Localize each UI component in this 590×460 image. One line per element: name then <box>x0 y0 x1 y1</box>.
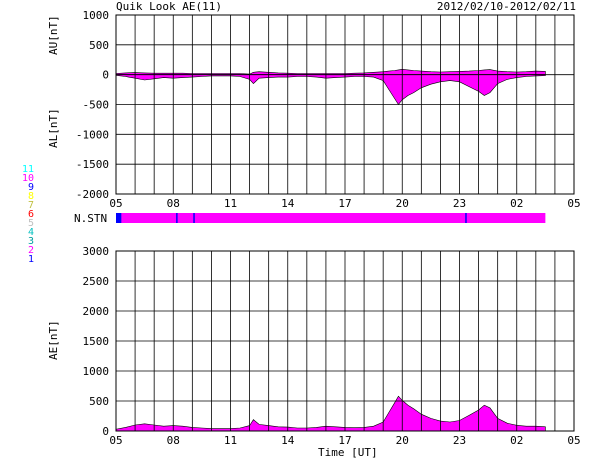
x-tick-label: 17 <box>338 197 351 210</box>
al-axis-label: AL[nT] <box>47 108 60 148</box>
station-count-9: 9 <box>27 182 34 193</box>
y-tick-label: 0 <box>102 425 109 438</box>
station-count-8: 8 <box>27 191 34 202</box>
station-bar-fill <box>116 213 546 223</box>
y-tick-label: -2000 <box>76 188 109 201</box>
series-area-0 <box>115 395 546 432</box>
station-drop-marker <box>465 213 467 223</box>
station-drop-marker <box>116 213 120 223</box>
x-tick-label: 23 <box>453 434 466 447</box>
x-tick-label: 14 <box>281 197 295 210</box>
y-tick-label: 3000 <box>83 245 110 258</box>
x-tick-label: 02 <box>510 197 523 210</box>
ae-axis-label: AE[nT] <box>47 320 60 360</box>
y-tick-label: 1000 <box>83 365 110 378</box>
station-bar <box>116 213 546 223</box>
y-tick-label: -500 <box>83 99 110 112</box>
x-tick-label: 20 <box>396 434 409 447</box>
y-tick-label: -1500 <box>76 158 109 171</box>
x-axis-label: Time [UT] <box>318 446 378 459</box>
x-tick-label: 02 <box>510 434 523 447</box>
series-area-1 <box>115 74 546 106</box>
station-count-10: 10 <box>21 173 34 184</box>
x-tick-label: 08 <box>167 197 180 210</box>
y-tick-label: 1500 <box>83 335 110 348</box>
station-drop-marker <box>119 213 122 223</box>
x-tick-label: 20 <box>396 197 409 210</box>
x-tick-label: 11 <box>224 197 237 210</box>
x-tick-label: 14 <box>281 434 295 447</box>
x-tick-label: 05 <box>567 434 580 447</box>
station-count-2: 2 <box>27 245 34 256</box>
station-bar-label: N.STN <box>74 212 108 225</box>
x-tick-label: 05 <box>567 197 580 210</box>
station-count-1: 1 <box>27 254 34 265</box>
y-tick-label: 2500 <box>83 275 110 288</box>
au-axis-label: AU[nT] <box>47 15 60 55</box>
series-area-0 <box>115 68 546 75</box>
chart-title: Quik Look AE(11) <box>116 0 222 13</box>
station-count-3: 3 <box>27 236 34 247</box>
y-tick-label: 500 <box>89 39 109 52</box>
station-drop-marker <box>193 213 195 223</box>
station-count-4: 4 <box>27 227 34 238</box>
station-count-legend: 11 10 9 8 7 6 5 4 3 2 1 <box>20 164 34 265</box>
date-range: 2012/02/10-2012/02/11 <box>436 0 576 13</box>
y-tick-label: -1000 <box>76 128 109 141</box>
x-tick-label: 08 <box>167 434 180 447</box>
plot-frame <box>115 14 575 195</box>
x-tick-label: 05 <box>109 434 122 447</box>
station-count-11: 11 <box>21 164 34 175</box>
station-count-7: 7 <box>27 200 34 211</box>
y-tick-label: 2000 <box>83 305 110 318</box>
x-tick-label: 05 <box>109 197 122 210</box>
plot-frame <box>115 250 575 432</box>
y-tick-label: 500 <box>89 395 109 408</box>
station-count-5: 5 <box>27 218 34 229</box>
y-tick-label: 1000 <box>83 9 110 22</box>
x-tick-label: 17 <box>338 434 351 447</box>
x-tick-label: 23 <box>453 197 466 210</box>
x-tick-label: 11 <box>224 434 237 447</box>
station-drop-marker <box>176 213 178 223</box>
y-tick-label: 0 <box>102 69 109 82</box>
station-count-6: 6 <box>27 209 34 220</box>
